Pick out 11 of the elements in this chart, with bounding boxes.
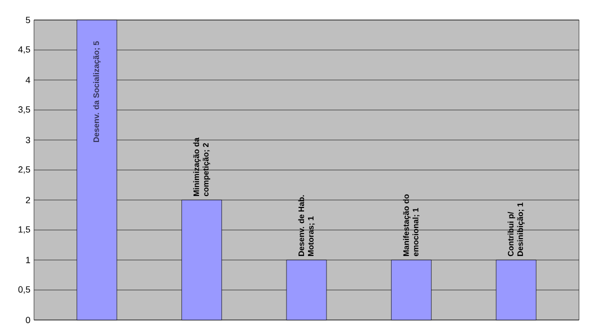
y-tick-label: 4,5	[18, 46, 30, 54]
y-tick-label: 2	[26, 196, 30, 204]
y-tick-label: 5	[26, 16, 30, 24]
y-tick-label: 0,5	[18, 286, 30, 294]
y-tick-label: 1	[26, 256, 30, 264]
y-tick-label: 0	[26, 316, 30, 324]
y-tick-label: 1,5	[18, 226, 30, 234]
y-tick-label: 2,5	[18, 166, 30, 174]
y-tick-label: 3,5	[18, 106, 30, 114]
y-tick-label: 4	[26, 76, 30, 84]
y-tick-label: 3	[26, 136, 30, 144]
